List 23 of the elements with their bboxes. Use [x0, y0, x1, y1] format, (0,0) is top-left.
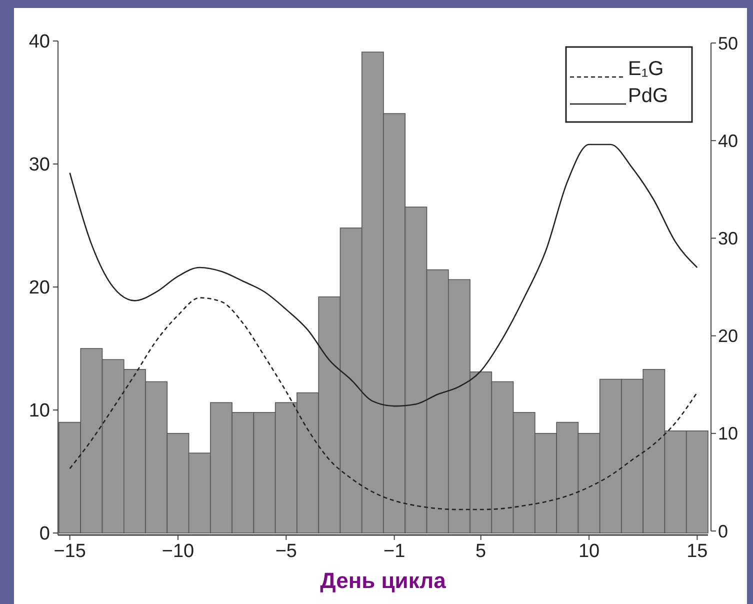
y2-tick-label: 40 — [718, 130, 738, 151]
x-axis-title: День цикла — [320, 568, 447, 593]
y-tick-label: 30 — [28, 154, 50, 176]
y2-tick-label: 10 — [718, 424, 738, 444]
line-series — [69, 144, 698, 407]
y-tick-label: 40 — [28, 32, 50, 53]
x-tick-label: 15 — [686, 541, 708, 562]
y2-tick-label: 30 — [718, 228, 738, 248]
legend-label: E₁G — [628, 58, 664, 80]
y2-tick-label: 0 — [718, 521, 728, 542]
legend-label: PdG — [628, 85, 668, 107]
x-tick-label: −1 — [383, 541, 406, 562]
line-series — [69, 297, 698, 510]
x-tick-label: 5 — [476, 541, 486, 562]
y2-tick-label: 20 — [718, 326, 738, 346]
y-tick-label: 10 — [28, 400, 50, 422]
y2-tick-label: 50 — [718, 33, 738, 54]
x-tick-label: −15 — [54, 541, 86, 562]
y-tick-label: 20 — [28, 278, 50, 299]
x-tick-label: 10 — [578, 541, 600, 562]
x-tick-label: −5 — [275, 541, 297, 562]
y-tick-label: 0 — [39, 524, 50, 545]
x-tick-label: −10 — [162, 541, 194, 562]
